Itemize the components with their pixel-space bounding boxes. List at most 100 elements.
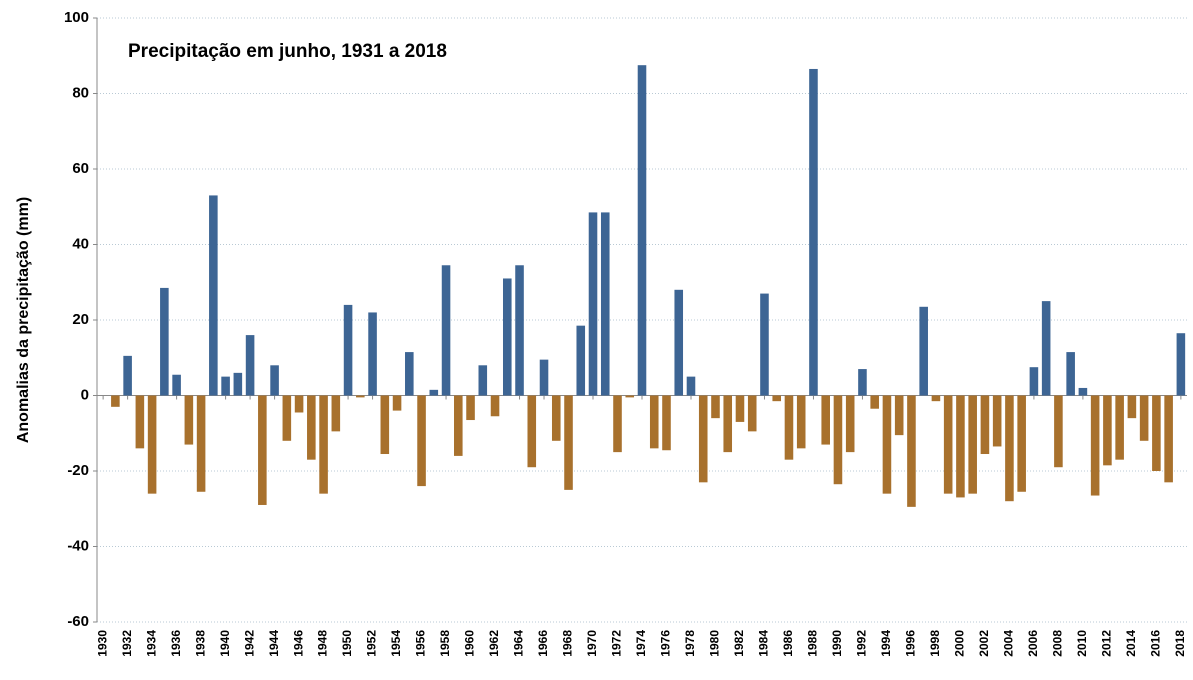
bar [613,395,622,453]
x-tick-label: 1996 [904,630,918,657]
y-tick-label: 40 [72,235,89,252]
bar [1176,333,1186,396]
bar [1103,395,1112,466]
bar [1164,395,1173,483]
x-tick-label: 1970 [585,630,599,657]
x-tick-label: 1968 [561,630,575,657]
bar [894,395,904,436]
x-tick-label: 2000 [953,630,967,657]
x-tick-label: 1930 [95,630,109,657]
bar [478,365,488,396]
x-tick-label: 2014 [1124,630,1138,657]
bar [968,395,977,494]
bar [429,389,439,396]
bar [307,395,316,460]
x-tick-label: 1944 [267,630,281,657]
x-tick-label: 1988 [806,630,820,657]
bar [711,395,720,419]
bar [1005,395,1014,502]
bar [833,395,843,485]
bar [845,395,855,453]
y-axis-label: Anomalias da precipitação (mm) [15,197,32,443]
bar [919,306,928,396]
bar [772,395,782,402]
bar [674,289,684,396]
bar [723,395,733,453]
y-tick-label: -40 [67,537,89,554]
x-tick-label: 2012 [1100,630,1114,657]
x-tick-label: 1990 [830,630,844,657]
bar [282,395,292,441]
x-tick-label: 2004 [1002,630,1016,657]
y-tick-label: -20 [67,462,89,479]
bar [698,395,708,483]
bar [992,395,1002,447]
bar [956,395,965,498]
bar [600,212,610,396]
x-tick-label: 1938 [193,630,207,657]
x-tick-label: 1940 [218,630,232,657]
bar [466,395,475,421]
bar [245,335,255,396]
bar [686,376,696,396]
x-tick-label: 2008 [1051,630,1065,657]
bar [209,195,218,396]
x-tick-label: 2018 [1173,630,1187,657]
bar [319,395,328,494]
bar [662,395,671,451]
bar [221,376,230,396]
x-tick-label: 1984 [757,630,771,657]
bar [368,312,377,396]
bar [637,65,647,396]
bar [490,395,500,417]
x-tick-label: 1932 [120,630,134,657]
bar [331,395,341,432]
x-tick-label: 1946 [291,630,305,657]
x-tick-label: 2010 [1075,630,1089,657]
bar [809,68,818,396]
x-tick-label: 1978 [683,630,697,657]
bar [184,395,194,445]
bar [870,395,879,409]
x-tick-label: 1952 [365,630,379,657]
y-tick-label: 20 [72,311,89,328]
bar [405,352,414,396]
x-tick-label: 1966 [536,630,550,657]
x-tick-label: 1974 [634,630,648,657]
bar [111,395,120,407]
x-tick-label: 2002 [977,630,991,657]
x-tick-label: 1956 [414,630,428,657]
x-tick-label: 1992 [855,630,869,657]
bar [735,395,745,422]
bar [196,395,206,492]
y-tick-label: 100 [64,9,89,26]
bar [1054,395,1063,468]
chart-title: Precipitação em junho, 1931 a 2018 [128,41,447,62]
bar [564,395,573,490]
bar [123,355,132,396]
x-tick-label: 1972 [610,630,624,657]
bar [527,395,537,468]
x-tick-label: 1948 [316,630,330,657]
bar [1029,367,1039,396]
y-tick-label: 80 [72,84,89,101]
bar [417,395,426,487]
bar [625,395,635,398]
bar [551,395,561,441]
bar [539,359,549,396]
bar [270,365,279,396]
bar [943,395,953,494]
bar [784,395,794,460]
y-tick-label: 60 [72,160,89,177]
bar [515,265,524,396]
x-tick-label: 1994 [879,630,893,657]
bar [1017,395,1026,492]
x-tick-label: 1934 [144,630,158,657]
bar [233,372,243,396]
x-tick-label: 1998 [928,630,942,657]
bar [760,293,769,396]
bar [1041,301,1051,396]
bar [135,395,145,449]
x-tick-label: 1986 [781,630,795,657]
